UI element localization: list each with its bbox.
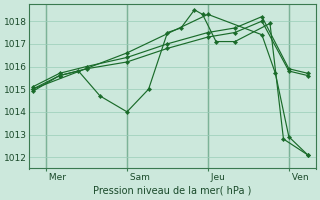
X-axis label: Pression niveau de la mer( hPa ): Pression niveau de la mer( hPa ) [93, 186, 252, 196]
